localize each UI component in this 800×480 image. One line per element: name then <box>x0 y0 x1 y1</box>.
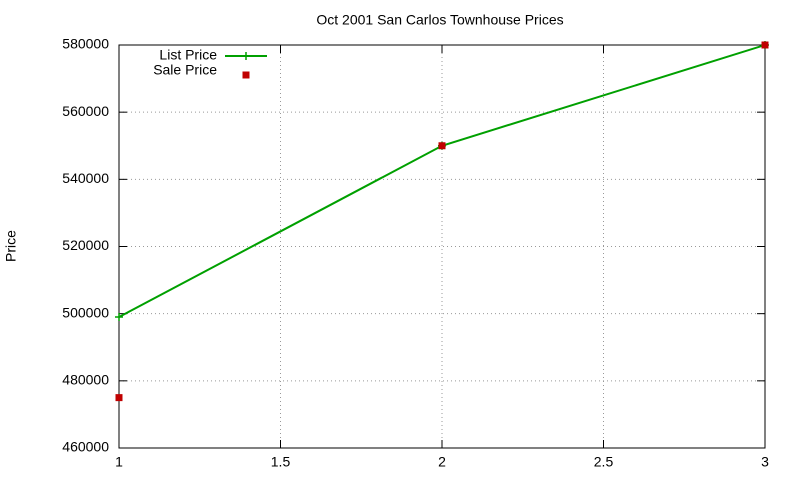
legend-swatch <box>242 52 250 60</box>
y-axis-label: Price <box>3 230 19 262</box>
x-tick-label: 2 <box>438 454 446 470</box>
y-tick-label: 480000 <box>62 372 109 388</box>
data-point <box>115 394 123 402</box>
y-tick-label: 560000 <box>62 103 109 119</box>
x-tick-label: 3 <box>761 454 769 470</box>
data-point <box>115 313 123 322</box>
legend-label: List Price <box>159 47 217 63</box>
x-tick-label: 1 <box>115 454 123 470</box>
legend-label: Sale Price <box>153 62 217 78</box>
x-tick-label: 2.5 <box>594 454 614 470</box>
data-point <box>761 41 769 49</box>
plot-frame <box>118 44 766 449</box>
chart-title: Oct 2001 San Carlos Townhouse Prices <box>316 12 563 28</box>
y-tick-label: 540000 <box>62 170 109 186</box>
data-point <box>438 142 446 150</box>
y-tick-label: 520000 <box>62 237 109 253</box>
legend-swatch <box>242 71 250 79</box>
y-tick-label: 460000 <box>62 439 109 455</box>
y-tick-label: 580000 <box>62 36 109 52</box>
y-tick-label: 500000 <box>62 304 109 320</box>
x-tick-label: 1.5 <box>271 454 291 470</box>
